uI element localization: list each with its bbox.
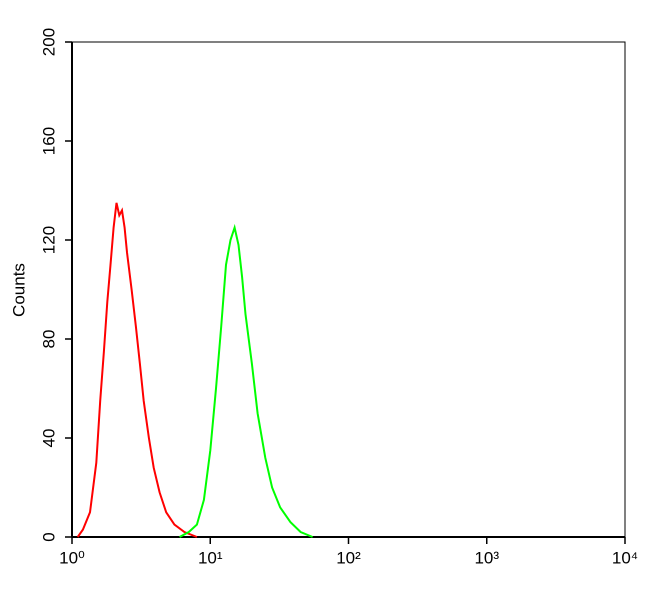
x-tick-label: 10⁴ bbox=[612, 548, 638, 567]
y-tick-label: 40 bbox=[39, 429, 58, 448]
y-tick-label: 80 bbox=[39, 330, 58, 349]
y-tick-label: 120 bbox=[39, 226, 58, 254]
histogram-line bbox=[179, 223, 313, 538]
y-tick-label: 160 bbox=[39, 127, 58, 155]
histogram-line bbox=[76, 202, 198, 538]
x-tick-label: 10¹ bbox=[198, 548, 223, 567]
plot-frame bbox=[71, 41, 626, 538]
x-tick-label: 10³ bbox=[474, 548, 499, 567]
y-tick-label: 200 bbox=[39, 28, 58, 56]
x-tick-label: 10⁰ bbox=[59, 548, 85, 567]
y-axis-label: Counts bbox=[9, 263, 28, 317]
x-tick-label: 10² bbox=[336, 548, 361, 567]
y-tick-label: 0 bbox=[39, 532, 58, 541]
